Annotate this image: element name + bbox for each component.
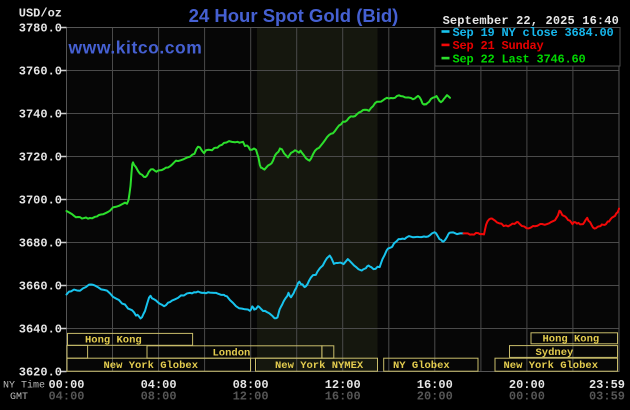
svg-text:00:00: 00:00 (48, 378, 84, 392)
svg-text:Hong Kong: Hong Kong (543, 334, 600, 346)
svg-text:London: London (213, 347, 251, 359)
svg-text:04:00: 04:00 (141, 378, 177, 392)
svg-text:3740.0: 3740.0 (19, 108, 62, 122)
svg-text:3620.0: 3620.0 (19, 366, 62, 380)
svg-text:03:59: 03:59 (589, 390, 625, 404)
svg-text:September 22, 2025 16:40: September 22, 2025 16:40 (443, 14, 619, 28)
svg-text:16:00: 16:00 (325, 390, 361, 404)
svg-text:3760.0: 3760.0 (19, 65, 62, 79)
svg-text:16:00: 16:00 (417, 378, 453, 392)
svg-text:23:59: 23:59 (589, 378, 625, 392)
svg-text:NY Globex: NY Globex (393, 360, 450, 372)
svg-text:3680.0: 3680.0 (19, 237, 62, 251)
svg-text:3780.0: 3780.0 (19, 22, 62, 36)
svg-text:New York Globex: New York Globex (104, 360, 199, 372)
svg-text:Sep 19 NY close 3684.00: Sep 19 NY close 3684.00 (453, 26, 614, 40)
svg-text:00:00: 00:00 (509, 390, 545, 404)
svg-text:12:00: 12:00 (325, 378, 361, 392)
svg-text:Sep 21 Sunday: Sep 21 Sunday (453, 39, 544, 53)
svg-text:3660.0: 3660.0 (19, 280, 62, 294)
svg-text:24 Hour Spot Gold (Bid): 24 Hour Spot Gold (Bid) (189, 5, 399, 26)
svg-text:12:00: 12:00 (233, 390, 269, 404)
svg-text:New York NYMEX: New York NYMEX (275, 360, 364, 372)
svg-text:NY Time: NY Time (3, 380, 45, 392)
svg-text:3700.0: 3700.0 (19, 194, 62, 208)
svg-text:20:00: 20:00 (509, 378, 545, 392)
svg-text:20:00: 20:00 (417, 390, 453, 404)
svg-text:04:00: 04:00 (48, 390, 84, 404)
svg-text:3640.0: 3640.0 (19, 323, 62, 337)
svg-text:Sydney: Sydney (536, 347, 575, 359)
svg-text:08:00: 08:00 (141, 390, 177, 404)
svg-text:USD/oz: USD/oz (19, 7, 62, 21)
svg-text:www.kitco.com: www.kitco.com (68, 38, 203, 58)
svg-text:3720.0: 3720.0 (19, 151, 62, 165)
svg-text:GMT: GMT (10, 392, 28, 403)
svg-text:Hong Kong: Hong Kong (85, 335, 142, 347)
svg-text:08:00: 08:00 (233, 378, 269, 392)
svg-text:New York Globex: New York Globex (504, 360, 599, 372)
svg-text:Sep 22 Last 3746.60: Sep 22 Last 3746.60 (453, 52, 586, 66)
